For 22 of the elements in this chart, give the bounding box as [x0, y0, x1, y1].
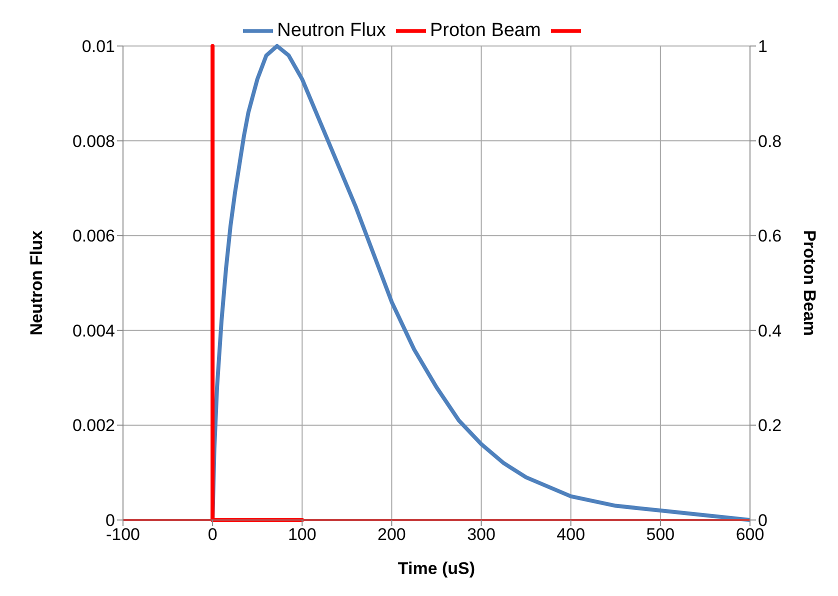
- y-tick-label: 0.004: [72, 321, 115, 340]
- x-tick-label: 100: [288, 525, 316, 544]
- x-axis-title: Time (uS): [398, 559, 476, 578]
- x-tick-label: 400: [556, 525, 586, 544]
- legend-label: Neutron Flux: [277, 20, 386, 42]
- x-tick-label: 600: [736, 525, 764, 544]
- y2-tick-label: 0.6: [758, 226, 782, 246]
- y2-tick-label: 0.4: [758, 321, 782, 340]
- y-tick-label: 0.008: [72, 132, 115, 151]
- x-tick-label: 500: [646, 525, 675, 544]
- y-tick-label: 0.01: [82, 37, 115, 56]
- y-tick-label: 0.006: [72, 226, 115, 246]
- y-axis-title: Neutron Flux: [27, 230, 46, 336]
- x-tick-label: 200: [378, 525, 406, 544]
- x-tick-label: 300: [467, 525, 496, 544]
- y2-axis-title: Proton Beam: [800, 230, 819, 336]
- y2-tick-label: 0.8: [758, 132, 782, 151]
- x-tick-label: 0: [208, 525, 218, 544]
- legend-label: Proton Beam: [430, 20, 541, 42]
- y2-tick-label: 1: [758, 37, 768, 56]
- y-tick-label: 0.002: [72, 416, 115, 436]
- y2-tick-label: 0.2: [758, 416, 782, 436]
